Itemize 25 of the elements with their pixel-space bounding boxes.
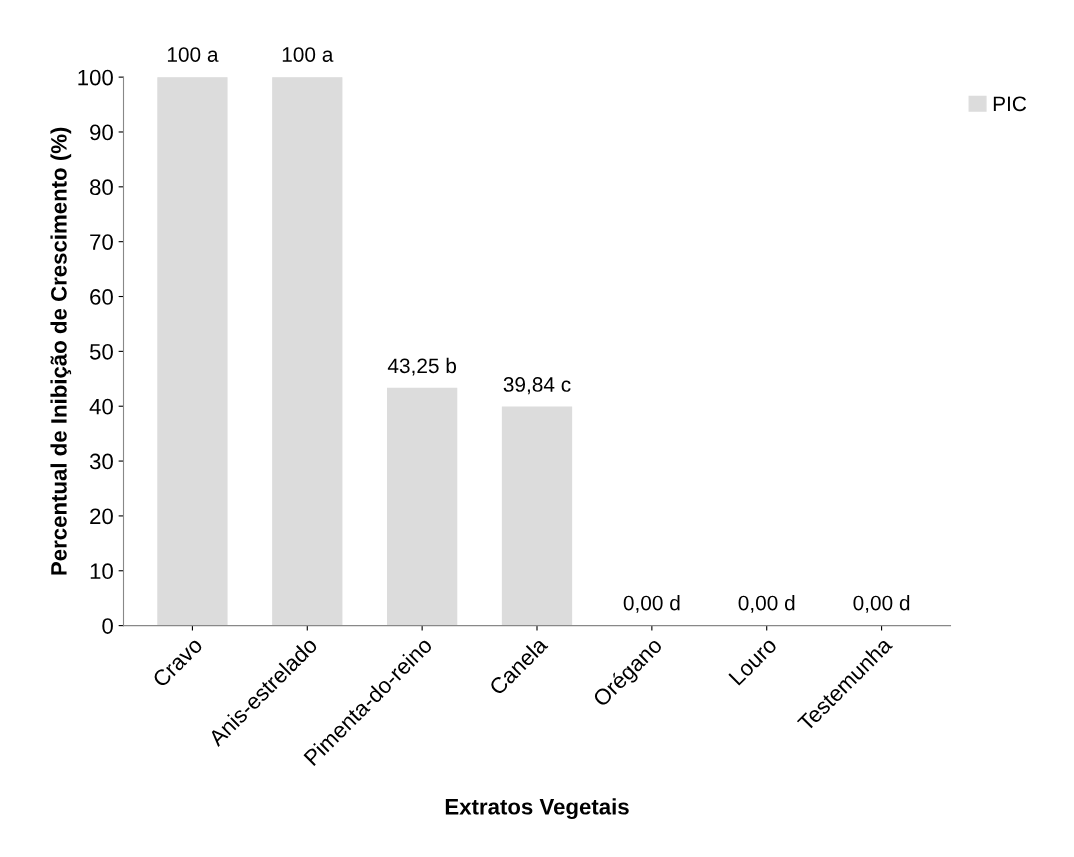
y-tick-label: 70: [90, 234, 113, 250]
y-tick-label: 60: [90, 289, 113, 305]
bar: [386, 387, 458, 626]
y-axis-title: Percentual de Inibição de Crescimento (%): [50, 127, 72, 575]
y-tick-label: 20: [90, 508, 113, 525]
bar: [272, 77, 343, 626]
bar: [157, 77, 228, 626]
y-tick-label: 0: [102, 618, 113, 634]
y-tick-label: 10: [90, 563, 113, 580]
y-tick-label: 80: [90, 179, 113, 196]
data-label: 100 a: [282, 47, 334, 62]
y-tick-label: 40: [89, 398, 113, 415]
y-tick-label: 50: [89, 343, 113, 360]
y-tick-label: 30: [89, 453, 113, 470]
data-label: 0,00 d: [623, 595, 680, 613]
y-tick-label: 100: [78, 69, 113, 86]
data-label: 39,84 c: [503, 377, 571, 395]
data-label: 100 a: [167, 47, 219, 62]
data-label: 0,00 d: [738, 595, 795, 613]
x-axis-title: Extratos Vegetais: [445, 798, 629, 820]
data-label: 43,25 b: [387, 357, 457, 376]
legend-label: PIC: [993, 96, 1027, 112]
y-tick-label: 90: [90, 124, 113, 141]
bar: [501, 406, 573, 626]
data-label: 0,00 d: [853, 595, 910, 613]
